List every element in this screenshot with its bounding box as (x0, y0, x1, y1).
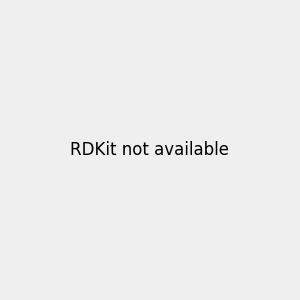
Text: RDKit not available: RDKit not available (70, 141, 230, 159)
